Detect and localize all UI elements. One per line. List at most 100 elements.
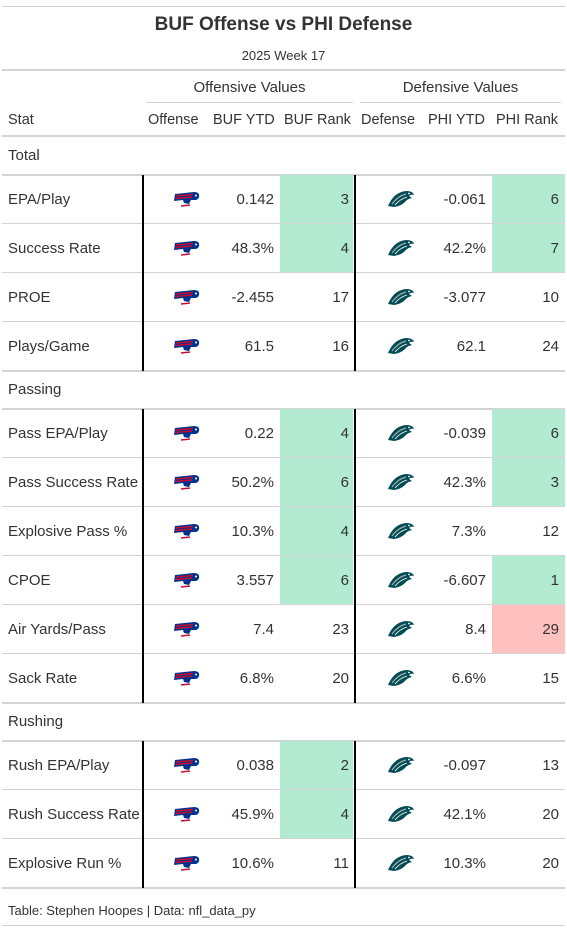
phi-ytd-value: 42.3% xyxy=(443,474,486,491)
bills-logo-icon xyxy=(174,426,200,441)
row-rule xyxy=(2,223,565,224)
buf-rank-fill xyxy=(280,224,353,273)
defense-divider xyxy=(354,409,356,703)
buf-ytd-value: 7.4 xyxy=(253,621,274,638)
buf-rank-value: 20 xyxy=(332,670,349,687)
phi-rank-fill xyxy=(492,175,565,224)
phi-rank-value: 6 xyxy=(550,425,559,442)
phi-ytd-value: 6.6% xyxy=(451,670,486,687)
phi-rank-value: 10 xyxy=(542,289,559,306)
stat-label: Plays/Game xyxy=(8,338,90,355)
phi-ytd-value: -0.039 xyxy=(443,425,486,442)
eagles-logo-icon xyxy=(388,474,414,490)
group-header: Rushing xyxy=(0,703,567,741)
phi-rank-value: 7 xyxy=(550,240,559,257)
stat-label: Explosive Pass % xyxy=(8,523,128,540)
column-header-offense: Offense xyxy=(148,112,199,128)
buf-rank-value: 11 xyxy=(333,855,349,872)
buf-rank-fill xyxy=(280,458,353,507)
buf-rank-value: 17 xyxy=(332,289,349,306)
group-header: Passing xyxy=(0,371,567,409)
defense-divider xyxy=(354,741,356,888)
row-rule xyxy=(2,555,565,556)
eagles-logo-icon xyxy=(388,523,414,539)
buf-rank-value: 2 xyxy=(340,757,349,774)
phi-ytd-value: 8.4 xyxy=(465,621,486,638)
phi-rank-fill xyxy=(492,224,565,273)
stat-label: PROE xyxy=(8,289,51,306)
top-rule xyxy=(2,6,565,7)
table-row: Explosive Run % 10.6% 11 10.3% 20 xyxy=(0,839,567,888)
buf-rank-fill xyxy=(280,790,353,839)
offense-divider xyxy=(142,409,144,703)
phi-ytd-value: -0.097 xyxy=(443,757,486,774)
eagles-logo-icon xyxy=(388,670,414,686)
buf-rank-value: 16 xyxy=(332,338,349,355)
group-label: Total xyxy=(8,147,40,164)
buf-rank-value: 6 xyxy=(340,474,349,491)
row-rule xyxy=(2,702,565,704)
stat-label: Rush EPA/Play xyxy=(8,757,110,774)
stat-label: Explosive Run % xyxy=(8,855,122,872)
bills-logo-icon xyxy=(174,290,200,305)
buf-rank-value: 3 xyxy=(340,191,349,208)
stat-label: Air Yards/Pass xyxy=(8,621,106,638)
phi-rank-value: 3 xyxy=(550,474,559,491)
column-header-phi-rank: PHI Rank xyxy=(496,112,559,128)
buf-rank-fill xyxy=(280,556,353,605)
buf-rank-value: 4 xyxy=(340,240,349,257)
eagles-logo-icon xyxy=(388,572,414,588)
eagles-logo-icon xyxy=(388,757,414,773)
phi-rank-fill xyxy=(492,556,565,605)
row-rule xyxy=(2,789,565,790)
column-header-stat: Stat xyxy=(8,112,34,128)
eagles-logo-icon xyxy=(388,855,414,871)
offense-divider xyxy=(142,175,144,371)
phi-rank-value: 1 xyxy=(550,572,559,589)
buf-ytd-value: 3.557 xyxy=(236,572,274,589)
buf-rank-value: 4 xyxy=(340,425,349,442)
row-rule xyxy=(2,506,565,507)
row-rule xyxy=(2,653,565,654)
table-row: PROE -2.455 17 -3.077 10 xyxy=(0,273,567,322)
table-row: Success Rate 48.3% 4 42.2% 7 xyxy=(0,224,567,273)
phi-rank-fill xyxy=(492,458,565,507)
bills-logo-icon xyxy=(174,758,200,773)
eagles-logo-icon xyxy=(388,621,414,637)
offense-divider xyxy=(142,741,144,888)
row-rule xyxy=(2,838,565,839)
bills-logo-icon xyxy=(174,671,200,686)
buf-rank-fill xyxy=(280,175,353,224)
row-rule xyxy=(2,272,565,273)
stat-label: EPA/Play xyxy=(8,191,71,208)
buf-ytd-value: 6.8% xyxy=(239,670,274,687)
stat-label: Sack Rate xyxy=(8,670,78,687)
table-row: Plays/Game 61.5 16 62.1 24 xyxy=(0,322,567,371)
buf-ytd-value: 50.2% xyxy=(231,474,274,491)
bills-logo-icon xyxy=(174,856,200,871)
spanner-offensive: Offensive Values xyxy=(193,79,306,96)
eagles-logo-icon xyxy=(388,425,414,441)
bills-logo-icon xyxy=(174,475,200,490)
phi-rank-value: 24 xyxy=(542,338,559,355)
phi-rank-fill xyxy=(492,605,565,654)
bills-logo-icon xyxy=(174,622,200,637)
table-row: Rush EPA/Play 0.038 2 -0.097 13 xyxy=(0,741,567,790)
spanner-defensive-line xyxy=(360,102,561,103)
eagles-logo-icon xyxy=(388,240,414,256)
buf-rank-value: 4 xyxy=(340,806,349,823)
phi-ytd-value: -0.061 xyxy=(443,191,486,208)
buf-ytd-value: 48.3% xyxy=(231,240,274,257)
table-row: CPOE 3.557 6 -6.607 1 xyxy=(0,556,567,605)
table-footer: Table: Stephen Hoopes | Data: nfl_data_p… xyxy=(8,903,256,918)
table-row: Explosive Pass % 10.3% 4 7.3% 12 xyxy=(0,507,567,556)
table-row: EPA/Play 0.142 3 -0.061 6 xyxy=(0,175,567,224)
bills-logo-icon xyxy=(174,524,200,539)
stat-label: Success Rate xyxy=(8,240,101,257)
table-row: Sack Rate 6.8% 20 6.6% 15 xyxy=(0,654,567,703)
buf-ytd-value: -2.455 xyxy=(231,289,274,306)
bills-logo-icon xyxy=(174,241,200,256)
table-subtitle: 2025 Week 17 xyxy=(241,48,326,63)
buf-rank-value: 6 xyxy=(340,572,349,589)
table-row: Rush Success Rate 45.9% 4 42.1% 20 xyxy=(0,790,567,839)
